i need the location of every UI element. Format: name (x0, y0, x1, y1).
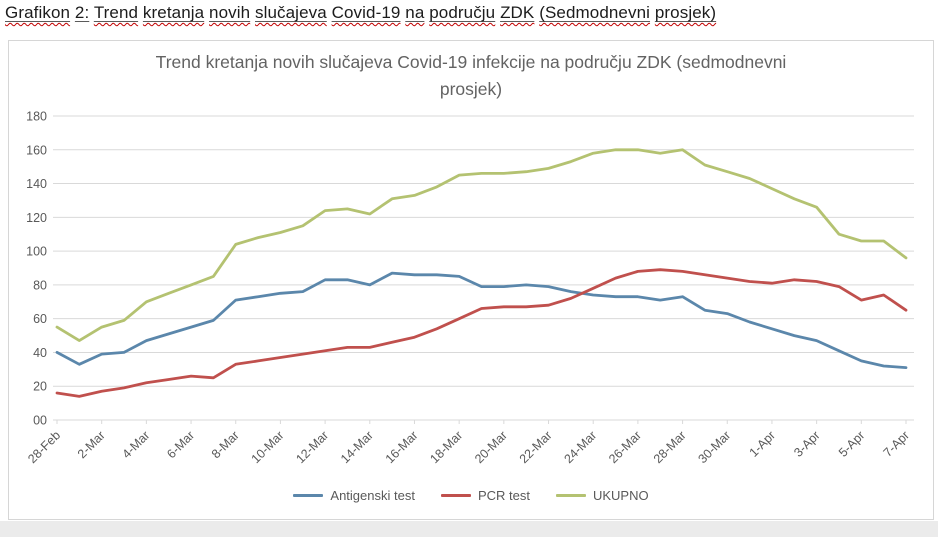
y-axis-tick-label: 20 (33, 380, 47, 394)
document-heading: Grafikon 2: Trend kretanja novih slučaje… (5, 3, 716, 23)
chart-svg: 00 20 40 60 80 100 120 140 160 180 28-Feb 2-Mar 4-Ma… (25, 110, 914, 466)
x-axis-tick-label: 6-Mar (164, 428, 197, 461)
y-axis-tick-label: 140 (26, 177, 47, 191)
y-axis-tick-label: 60 (33, 312, 47, 326)
legend-label: UKUPNO (592, 488, 649, 503)
chart-title: Trend kretanja novih slučajeva Covid-19 … (155, 52, 787, 100)
heading-word: na (405, 3, 425, 22)
legend-label: PCR test (477, 488, 530, 503)
x-axis-tick-label: 3-Apr (791, 428, 823, 460)
series-line-pcr-test (55, 268, 908, 398)
legend-line-swatch-pcr (440, 493, 471, 498)
heading-word: (Sedmodnevni (539, 3, 651, 22)
y-axis-tick-label: 180 (26, 110, 47, 124)
x-axis-tick-label: 7-Apr (881, 428, 913, 460)
series-line-ukupno (55, 148, 908, 343)
y-axis-tick-label: 160 (26, 143, 47, 157)
x-axis-tick-label: 20-Mar (472, 428, 510, 466)
legend-line-swatch-ukupno (555, 493, 586, 498)
series-line-antigenski-test (55, 271, 908, 370)
heading-word: kretanja (142, 3, 205, 22)
legend-item-antigenski: Antigenski test (293, 488, 415, 503)
heading-word: ZDK (500, 3, 535, 22)
x-axis-tick-label: 16-Mar (383, 428, 421, 466)
y-axis-tick-label: 00 (33, 414, 47, 428)
heading-word: području (429, 3, 496, 22)
x-axis-tick-label: 18-Mar (427, 428, 465, 466)
x-axis-tick-label: 24-Mar (561, 428, 599, 466)
y-axis-tick-label: 120 (26, 211, 47, 225)
legend-item-pcr: PCR test (440, 488, 530, 503)
heading-word: Grafikon (5, 3, 71, 22)
legend-line-swatch-antigenski (293, 493, 324, 498)
x-axis-tick-label: 12-Mar (293, 428, 331, 466)
x-axis-tick-label: 30-Mar (695, 428, 733, 466)
chart-legend: Antigenski test PCR test UKUPNO (9, 488, 933, 503)
heading-word: prosjek) (654, 3, 717, 22)
x-axis-tick-label: 5-Apr (836, 428, 868, 460)
legend-item-ukupno: UKUPNO (555, 488, 649, 503)
chart-plot-area: 00 20 40 60 80 100 120 140 160 180 28-Feb 2-Mar 4-Ma… (9, 41, 933, 519)
x-axis-tick-label: 8-Mar (209, 428, 242, 461)
heading-word: slučajeva (255, 3, 327, 22)
x-axis-tick-label: 2-Mar (75, 428, 108, 461)
heading-word: Trend (93, 3, 139, 22)
x-axis-tick-label: 4-Mar (119, 428, 152, 461)
legend-label: Antigenski test (330, 488, 415, 503)
x-axis-tick-label: 10-Mar (249, 428, 287, 466)
y-axis-tick-label: 80 (33, 278, 47, 292)
chart-card: Trend kretanja novih slučajeva Covid-19 … (8, 40, 934, 520)
x-axis-tick-label: 28-Feb (25, 428, 63, 466)
heading-word: novih (209, 3, 251, 22)
x-axis-tick-label: 14-Mar (338, 428, 376, 466)
heading-word: 2: (74, 3, 90, 22)
y-axis-tick-label: 40 (33, 346, 47, 360)
x-axis-tick-label: 26-Mar (606, 428, 644, 466)
x-axis-tick-label: 1-Apr (747, 428, 779, 460)
page-background-strip (0, 521, 938, 537)
x-axis-tick-label: 28-Mar (651, 428, 689, 466)
heading-word: Covid-19 (331, 3, 401, 22)
y-axis-tick-label: 100 (26, 245, 47, 259)
x-axis-tick-label: 22-Mar (517, 428, 555, 466)
